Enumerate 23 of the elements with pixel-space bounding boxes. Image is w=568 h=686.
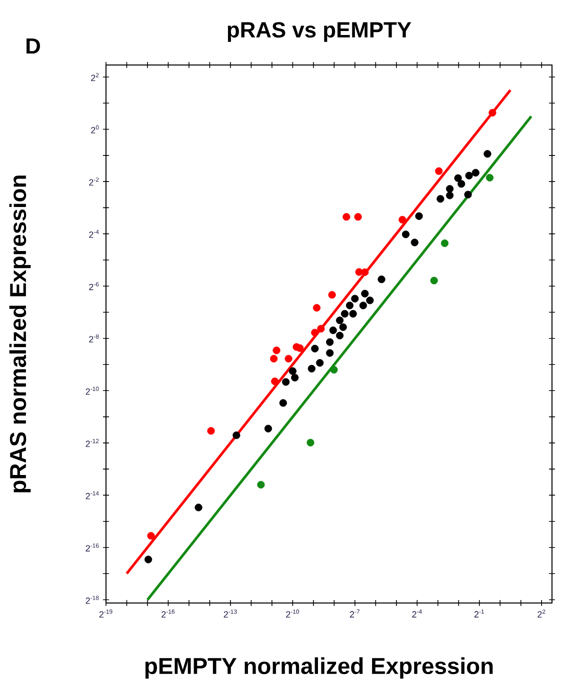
text: D — [26, 38, 40, 54]
y-tick-label: 2$^{-18}$ — [86, 596, 99, 604]
x-tick-label: 2$^{-19}$ — [99, 610, 112, 618]
x-tick-label: 2$^{2}$ — [538, 610, 546, 618]
y-tick-label: 2$^{-2}$ — [89, 178, 99, 186]
y-tick-label: 2$^{-8}$ — [89, 334, 99, 342]
y-tick-label: 2$^{0}$ — [91, 125, 99, 134]
y-tick-label: 2$^{2}$ — [91, 73, 99, 81]
y-tick-label: 2$^{-4}$ — [89, 230, 99, 238]
x-tick-label: 2$^{-7}$ — [350, 610, 360, 618]
x-axis-title: pEMPTY normalized Expression — [145, 657, 493, 679]
x-tick-label: 2$^{-13}$ — [224, 610, 237, 618]
y-axis-title: pRAS normalized Expression — [9, 176, 31, 492]
y-tick-label: 2$^{-12}$ — [86, 438, 99, 447]
x-tick-label: 2$^{-16}$ — [162, 610, 175, 618]
chart-title: pRAS vs pEMPTY — [228, 22, 412, 42]
x-tick-label: 2$^{-1}$ — [474, 610, 484, 618]
y-tick-label: 2$^{-10}$ — [86, 386, 99, 395]
y-tick-label: 2$^{-6}$ — [89, 282, 99, 290]
y-tick-label: 2$^{-14}$ — [86, 491, 99, 500]
x-tick-label: 2$^{-4}$ — [412, 610, 422, 618]
y-tick-label: 2$^{-16}$ — [86, 543, 99, 552]
x-tick-label: 2$^{-10}$ — [286, 610, 300, 618]
